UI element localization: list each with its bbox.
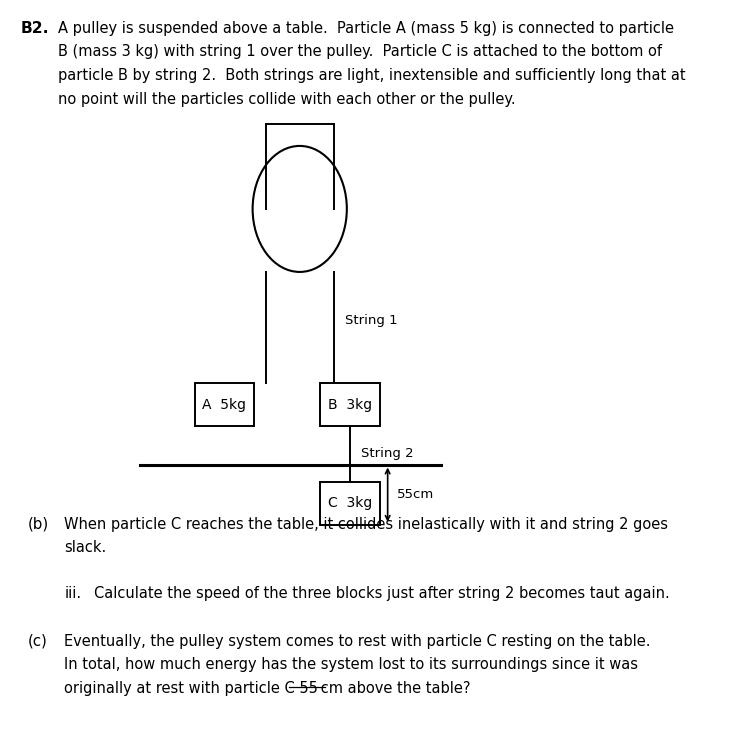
Text: In total, how much energy has the system lost to its surroundings since it was: In total, how much energy has the system… <box>64 658 638 673</box>
Text: no point will the particles collide with each other or the pulley.: no point will the particles collide with… <box>58 92 516 107</box>
Text: B  3kg: B 3kg <box>328 397 372 411</box>
Text: (b): (b) <box>28 516 49 531</box>
Bar <box>320 383 380 426</box>
Text: B (mass 3 kg) with string 1 over the pulley.  Particle C is attached to the bott: B (mass 3 kg) with string 1 over the pul… <box>58 45 662 60</box>
Text: originally at rest with particle C 55 cm above the table?: originally at rest with particle C 55 cm… <box>64 681 471 696</box>
Text: String 1: String 1 <box>345 314 398 327</box>
Text: When particle C reaches the table, it collides inelastically with it and string : When particle C reaches the table, it co… <box>64 516 668 531</box>
Text: A pulley is suspended above a table.  Particle A (mass 5 kg) is connected to par: A pulley is suspended above a table. Par… <box>58 21 674 36</box>
Text: B2.: B2. <box>20 21 49 36</box>
Text: slack.: slack. <box>64 540 106 555</box>
Bar <box>195 383 254 426</box>
Text: particle B by string 2.  Both strings are light, inextensible and sufficiently l: particle B by string 2. Both strings are… <box>58 68 686 83</box>
Bar <box>320 481 380 525</box>
Text: Eventually, the pulley system comes to rest with particle C resting on the table: Eventually, the pulley system comes to r… <box>64 634 651 649</box>
Text: iii.: iii. <box>64 586 81 601</box>
Text: String 2: String 2 <box>362 447 414 461</box>
Text: C  3kg: C 3kg <box>328 496 372 510</box>
Text: Calculate the speed of the three blocks just after string 2 becomes taut again.: Calculate the speed of the three blocks … <box>94 586 670 601</box>
Text: A  5kg: A 5kg <box>202 397 246 411</box>
Text: 55cm: 55cm <box>397 488 435 501</box>
Text: (c): (c) <box>28 634 48 649</box>
